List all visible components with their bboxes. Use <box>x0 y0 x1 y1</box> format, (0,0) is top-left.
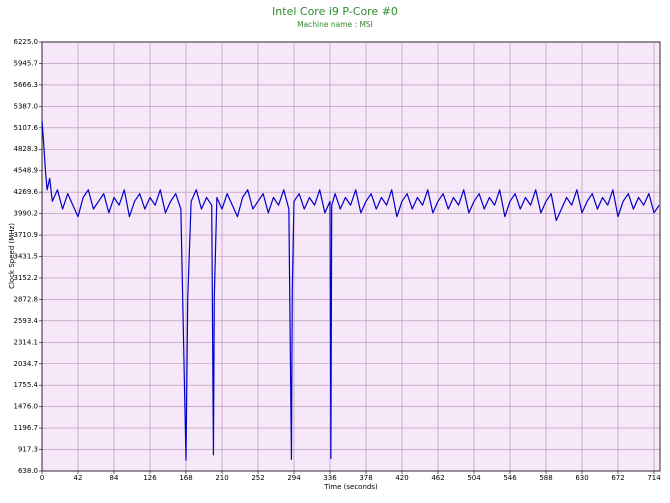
x-tick-label: 378 <box>359 474 372 482</box>
x-tick-label: 672 <box>611 474 624 482</box>
line-series <box>41 120 660 461</box>
x-tick-label: 336 <box>323 474 337 482</box>
plot-frame <box>41 41 661 472</box>
chart-subtitle: Machine name : MSI <box>297 20 373 29</box>
y-tick-label: 2314.1 <box>14 338 39 346</box>
x-tick-label: 462 <box>431 474 444 482</box>
x-tick-label: 168 <box>179 474 192 482</box>
y-axis-label: Clock Speed (MHz) <box>8 223 16 289</box>
x-tick-label: 420 <box>395 474 408 482</box>
x-tick-label: 588 <box>539 474 552 482</box>
y-tick-label: 5945.7 <box>14 59 39 67</box>
y-tick-label: 4828.3 <box>14 145 39 153</box>
y-tick-label: 3152.2 <box>14 274 39 282</box>
y-tick-label: 2593.4 <box>14 317 39 325</box>
y-tick-label: 2034.7 <box>14 360 39 368</box>
y-tick-label: 917.3 <box>18 446 38 454</box>
x-tick-label: 546 <box>503 474 517 482</box>
x-tick-label: 714 <box>647 474 661 482</box>
x-tick-label: 0 <box>40 474 44 482</box>
y-tick-label: 5666.3 <box>14 81 39 89</box>
x-tick-label: 294 <box>287 474 301 482</box>
x-tick-label: 42 <box>74 474 83 482</box>
y-tick-label: 3990.2 <box>14 210 39 218</box>
y-tick-label: 4269.6 <box>14 188 39 196</box>
x-tick-label: 630 <box>575 474 588 482</box>
y-tick-label: 1196.7 <box>14 424 39 432</box>
y-tick-label: 4548.9 <box>14 167 39 175</box>
y-tick-label: 1755.4 <box>14 381 39 389</box>
x-axis-label: Time (seconds) <box>323 483 378 491</box>
y-tick-label: 5107.6 <box>14 124 39 132</box>
y-tick-label: 1476.0 <box>14 403 39 411</box>
x-tick-label: 504 <box>467 474 481 482</box>
x-tick-label: 210 <box>215 474 228 482</box>
y-tick-label: 5387.0 <box>14 102 39 110</box>
y-tick-label: 638.0 <box>18 467 38 475</box>
x-tick-label: 84 <box>110 474 119 482</box>
y-tick-label: 6225.0 <box>14 38 39 46</box>
y-tick-label: 3710.9 <box>14 231 39 239</box>
chart-title: Intel Core i9 P-Core #0 <box>272 5 398 18</box>
x-tick-label: 126 <box>143 474 157 482</box>
y-tick-label: 2872.8 <box>14 295 39 303</box>
y-tick-label: 3431.5 <box>14 253 39 261</box>
x-tick-label: 252 <box>251 474 264 482</box>
